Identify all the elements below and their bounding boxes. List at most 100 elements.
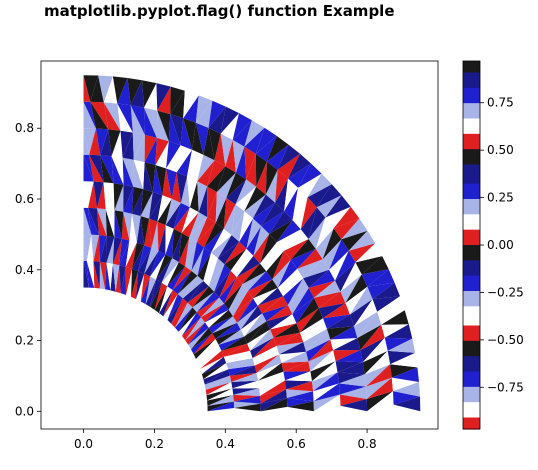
mesh-triangle — [196, 344, 219, 364]
mesh-triangle — [180, 176, 190, 208]
mesh-triangle — [250, 329, 274, 351]
mesh-triangle — [157, 198, 172, 226]
mesh-triangle — [350, 286, 373, 315]
colorbar-stripe — [463, 344, 480, 350]
mesh-triangle — [244, 120, 265, 147]
colorbar-stripe — [463, 68, 480, 74]
mesh-triangle — [203, 252, 218, 281]
mesh-triangle — [313, 394, 341, 412]
mesh-triangle — [170, 86, 185, 115]
y-tick-label: 0.6 — [15, 192, 34, 206]
mesh-triangle — [216, 172, 236, 198]
colorbar-tick-label: 0.75 — [487, 96, 514, 110]
mesh-triangle — [136, 271, 145, 300]
colorbar-tick-label: −0.75 — [487, 380, 524, 394]
mesh-triangle — [219, 270, 237, 298]
mesh-triangle — [228, 284, 248, 310]
mesh-triangle — [96, 208, 107, 236]
mesh-triangle — [89, 154, 104, 183]
mesh-triangle — [196, 291, 220, 313]
mesh-triangle — [193, 333, 216, 355]
mesh-triangle — [300, 318, 323, 343]
mesh-triangle — [204, 375, 230, 390]
mesh-triangle — [270, 323, 297, 338]
colorbar-stripe — [463, 329, 480, 334]
mesh-triangle — [177, 275, 198, 299]
mesh-triangle — [189, 212, 208, 238]
mesh-triangle — [326, 326, 354, 340]
mesh-triangle — [191, 247, 205, 276]
mesh-triangle — [307, 184, 332, 208]
mesh-triangle — [130, 80, 144, 108]
mesh-triangle — [270, 314, 297, 330]
colorbar-stripe — [463, 367, 480, 373]
mesh-triangle — [212, 316, 237, 334]
mesh-triangle — [165, 198, 181, 226]
mesh-triangle — [279, 351, 307, 363]
chart-title: matplotlib.pyplot.flag() function Exampl… — [44, 2, 395, 20]
mesh-triangle — [175, 307, 193, 332]
mesh-triangle — [313, 383, 340, 402]
colorbar-stripe — [463, 164, 480, 169]
mesh-triangle — [83, 154, 94, 182]
mesh-triangle — [348, 230, 376, 251]
mesh-triangle — [393, 382, 420, 397]
mesh-triangle — [185, 242, 197, 271]
mesh-triangle — [306, 339, 331, 362]
mesh-triangle — [203, 127, 215, 161]
mesh-triangle — [182, 312, 201, 336]
colorbar-stripe — [463, 371, 480, 376]
colorbar-stripe — [463, 233, 480, 238]
mesh-triangle — [105, 209, 115, 238]
mesh-triangle — [285, 380, 312, 390]
colorbar-stripe — [463, 168, 480, 173]
mesh-triangle — [176, 149, 193, 177]
mesh-triangle — [123, 211, 132, 241]
mesh-triangle — [93, 235, 100, 262]
mesh-triangle — [149, 192, 163, 219]
mesh-triangle — [140, 276, 151, 305]
mesh-triangle — [83, 75, 99, 102]
mesh-triangle — [262, 296, 288, 314]
mesh-triangle — [246, 226, 262, 256]
colorbar-stripe — [463, 383, 480, 388]
colorbar-stripe — [463, 264, 480, 269]
mesh-triangle — [298, 173, 322, 198]
mesh-triangle — [258, 371, 284, 389]
colorbar-tick-label: 0.25 — [487, 191, 514, 205]
mesh-triangle — [112, 238, 122, 266]
mesh-triangle — [277, 259, 298, 288]
mesh-triangle — [100, 129, 112, 157]
mesh-triangle — [93, 181, 104, 209]
colorbar-axis: 0.75 0.50 0.25 0.00 −0.25 −0.50 −0.75 — [480, 96, 524, 394]
mesh-triangle — [226, 358, 253, 370]
mesh-triangle — [255, 153, 267, 187]
mesh-triangle — [201, 297, 225, 318]
colorbar-stripe — [463, 64, 480, 70]
x-axis: 0.0 0.2 0.4 0.6 0.8 — [74, 429, 377, 451]
mesh-triangle — [114, 184, 124, 212]
mesh-triangle — [323, 303, 350, 319]
mesh-triangle — [144, 107, 157, 138]
mesh-triangle — [126, 268, 132, 297]
mesh-triangle — [138, 247, 152, 274]
mesh-triangle — [312, 372, 338, 392]
mesh-triangle — [106, 237, 115, 264]
mesh-triangle — [215, 198, 227, 229]
mesh-triangle — [316, 195, 342, 218]
mesh-triangle — [244, 146, 256, 180]
mesh-triangle — [255, 127, 277, 154]
mesh-triangle — [277, 144, 300, 170]
mesh-triangle — [237, 298, 258, 323]
mesh-triangle — [276, 332, 304, 346]
mesh-triangle — [236, 255, 260, 278]
colorbar-stripe — [463, 425, 480, 430]
mesh-triangle — [86, 261, 95, 288]
mesh-triangle — [187, 154, 204, 182]
mesh-triangle — [354, 311, 378, 338]
mesh-triangle — [367, 391, 394, 412]
mesh-triangle — [361, 256, 389, 275]
mesh-triangle — [111, 130, 123, 158]
colorbar-stripe — [463, 160, 480, 166]
